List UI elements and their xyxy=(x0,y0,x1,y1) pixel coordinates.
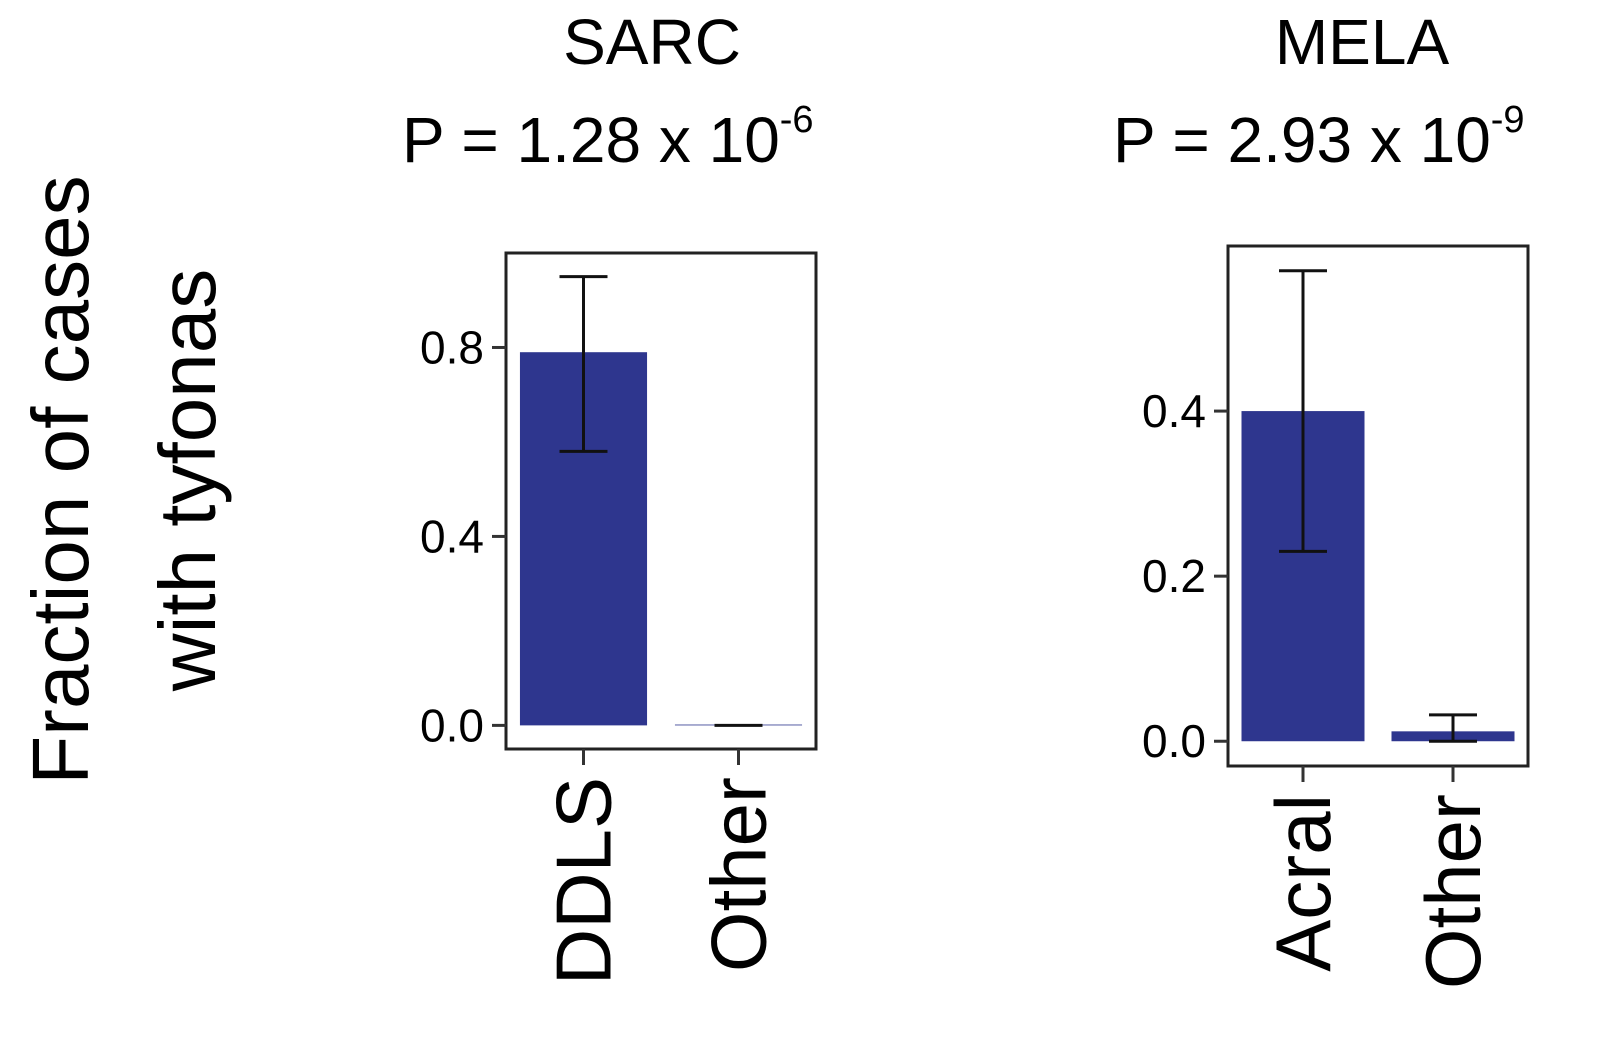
x-tick-label: Other xyxy=(695,777,783,972)
p-value-text: P = 2.93 x 10 xyxy=(1113,104,1491,176)
error-bar-acral xyxy=(1279,269,1327,553)
panel-mela: MELA P = 2.93 x 10-9 0.0 0.2 0.4 Acral Othe… xyxy=(1113,6,1530,989)
y-tick-label: 0.8 xyxy=(420,321,484,373)
error-bar-ddls xyxy=(559,275,608,453)
error-bar-other xyxy=(1429,713,1477,743)
y-tick-label: 0.4 xyxy=(1142,385,1206,437)
x-axis-ticks: DDLS Other xyxy=(540,749,783,985)
error-bars xyxy=(559,275,763,727)
panel-sarc: SARC P = 1.28 x 10-6 0.0 0.4 0.8 DDLS Other xyxy=(402,6,818,985)
p-value-exponent: -9 xyxy=(1491,99,1525,141)
error-bars xyxy=(1279,269,1477,743)
plot-frame xyxy=(504,251,818,751)
x-tick-label: DDLS xyxy=(540,777,628,985)
p-value-label: P = 1.28 x 10-6 xyxy=(402,99,814,176)
y-axis-label: Fraction of cases with tyfonas xyxy=(16,175,232,784)
y-tick-label: 0.0 xyxy=(420,699,484,751)
bars xyxy=(519,352,803,726)
y-axis-ticks: 0.0 0.4 0.8 xyxy=(420,321,506,751)
plot-frame xyxy=(1226,244,1530,768)
p-value-label: P = 2.93 x 10-9 xyxy=(1113,99,1525,176)
panel-title: SARC xyxy=(563,6,741,78)
panel-title: MELA xyxy=(1275,6,1450,78)
y-tick-label: 0.4 xyxy=(420,510,484,562)
x-tick-label: Other xyxy=(1409,794,1497,989)
bars xyxy=(1241,411,1515,742)
y-tick-label: 0.2 xyxy=(1142,550,1206,602)
y-tick-label: 0.0 xyxy=(1142,715,1206,767)
y-axis-label-line2: with tyfonas xyxy=(143,269,232,692)
p-value-exponent: -6 xyxy=(780,99,814,141)
y-axis-ticks: 0.0 0.2 0.4 xyxy=(1142,385,1228,767)
x-tick-label: Acral xyxy=(1259,794,1347,972)
x-axis-ticks: Acral Other xyxy=(1259,766,1497,989)
y-axis-label-line1: Fraction of cases xyxy=(16,175,105,784)
p-value-text: P = 1.28 x 10 xyxy=(402,104,780,176)
